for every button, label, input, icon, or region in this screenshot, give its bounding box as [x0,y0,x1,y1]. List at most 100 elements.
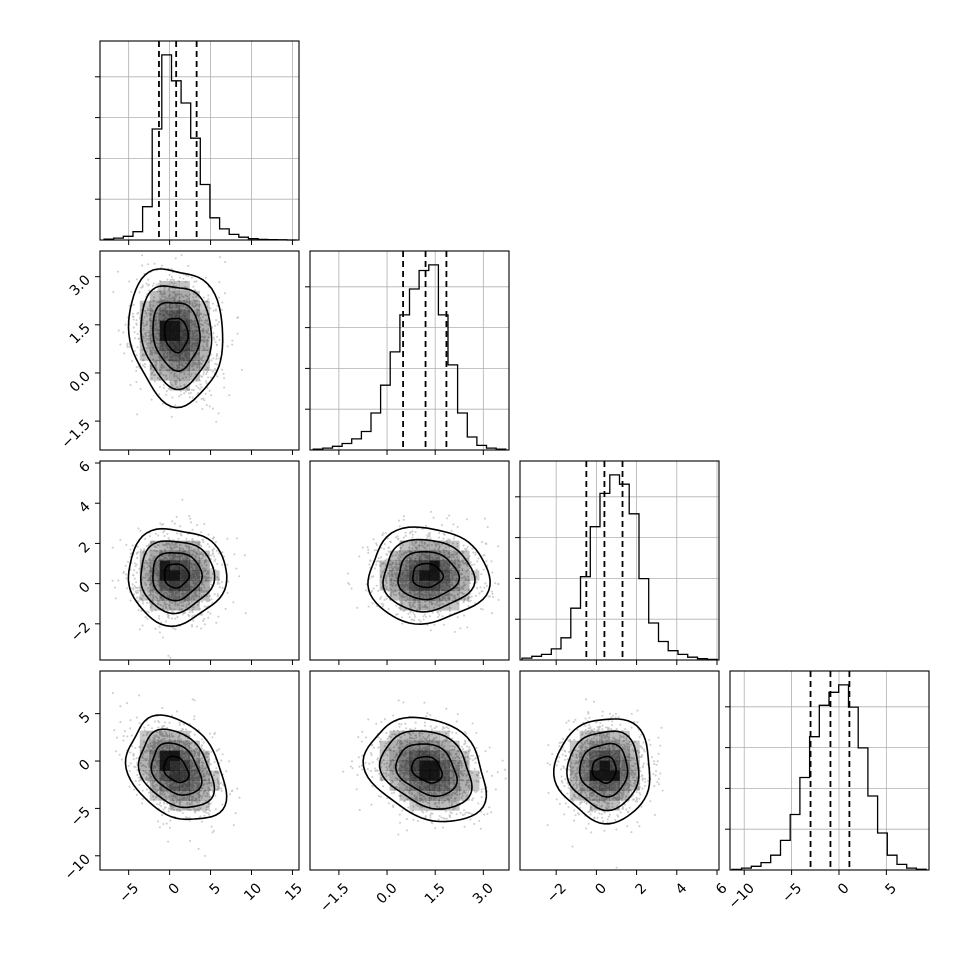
scatter-point [413,544,416,547]
scatter-point [174,293,177,296]
scatter-point [392,582,395,585]
scatter-point [134,780,137,783]
scatter-point [184,544,187,547]
scatter-point [431,611,434,614]
scatter-point [208,586,211,589]
scatter-point [201,324,204,327]
scatter-point [184,611,187,614]
scatter-point [183,373,186,376]
scatter-point [451,581,454,584]
scatter-point [126,560,130,563]
scatter-point [213,324,217,327]
density-cell [149,290,160,302]
scatter-point [442,549,445,552]
scatter-point [466,564,469,567]
scatter-point [200,627,203,630]
scatter-point [411,547,414,550]
scatter-point [194,595,197,598]
scatter-point [131,544,134,547]
scatter-point [199,608,202,611]
scatter-point [466,626,469,629]
scatter-point [165,393,168,397]
scatter-point [143,353,146,357]
scatter-point [394,554,397,557]
scatter-point [462,581,465,584]
scatter-point [453,562,457,565]
density-cell [439,550,450,561]
scatter-point [165,591,168,594]
scatter-point [456,545,459,548]
scatter-point [455,573,458,576]
density-cell [149,350,160,361]
scatter-point [473,563,476,566]
scatter-point [179,389,182,393]
scatter-point [138,628,141,631]
scatter-point [200,797,203,800]
scatter-point [209,583,213,586]
scatter-point [144,340,147,343]
scatter-point [125,573,128,576]
scatter-point [365,589,368,592]
scatter-point [174,295,177,298]
scatter-point [136,312,139,315]
scatter-point [437,591,440,594]
scatter-point [137,551,140,554]
scatter-point [171,520,174,523]
scatter-point [187,373,190,376]
scatter-point [176,739,180,742]
scatter-point [124,564,127,567]
contour-line [163,317,189,354]
scatter-point [422,545,425,549]
scatter-point [161,554,164,557]
scatter-point [171,601,174,604]
scatter-point [153,326,156,330]
scatter-point [406,598,409,601]
scatter-point [114,750,117,753]
scatter-point [461,587,464,590]
scatter-point [453,574,456,577]
scatter-point [141,576,145,579]
density-cell [169,290,180,302]
scatter-point [189,326,192,330]
scatter-point [482,554,485,557]
scatter-point [141,353,145,356]
scatter-point [201,553,204,556]
scatter-point [199,388,202,391]
scatter-point [156,550,159,553]
scatter-point [145,314,148,317]
density-cell [199,350,210,361]
scatter-point [218,281,221,284]
scatter-point [424,547,427,550]
scatter-point [147,587,150,590]
scatter-point [145,572,148,575]
density-cell [169,310,180,321]
scatter-point [194,362,197,365]
scatter-point [373,567,377,570]
scatter-point [211,572,214,575]
scatter-point [174,600,177,604]
density-cell [429,540,440,551]
scatter-point [451,576,454,579]
scatter-point [186,599,189,602]
scatter-point [165,541,168,544]
scatter-point [448,596,451,599]
density-cell [199,330,210,341]
scatter-point [154,532,157,535]
scatter-point [404,580,407,583]
scatter-point [212,369,215,372]
scatter-point [163,721,167,724]
scatter-point [235,537,238,540]
scatter-point [226,591,229,594]
scatter-point [378,560,381,563]
scatter-point [391,554,394,557]
scatter-point [461,568,464,571]
scatter-point [133,577,136,580]
scatter-point [379,597,382,601]
scatter-point [182,601,185,604]
density-cell [139,340,151,351]
scatter-point [163,730,166,733]
scatter-point [171,278,174,281]
scatter-point [404,608,407,611]
scatter-point [453,550,456,553]
density-cell [179,350,190,361]
